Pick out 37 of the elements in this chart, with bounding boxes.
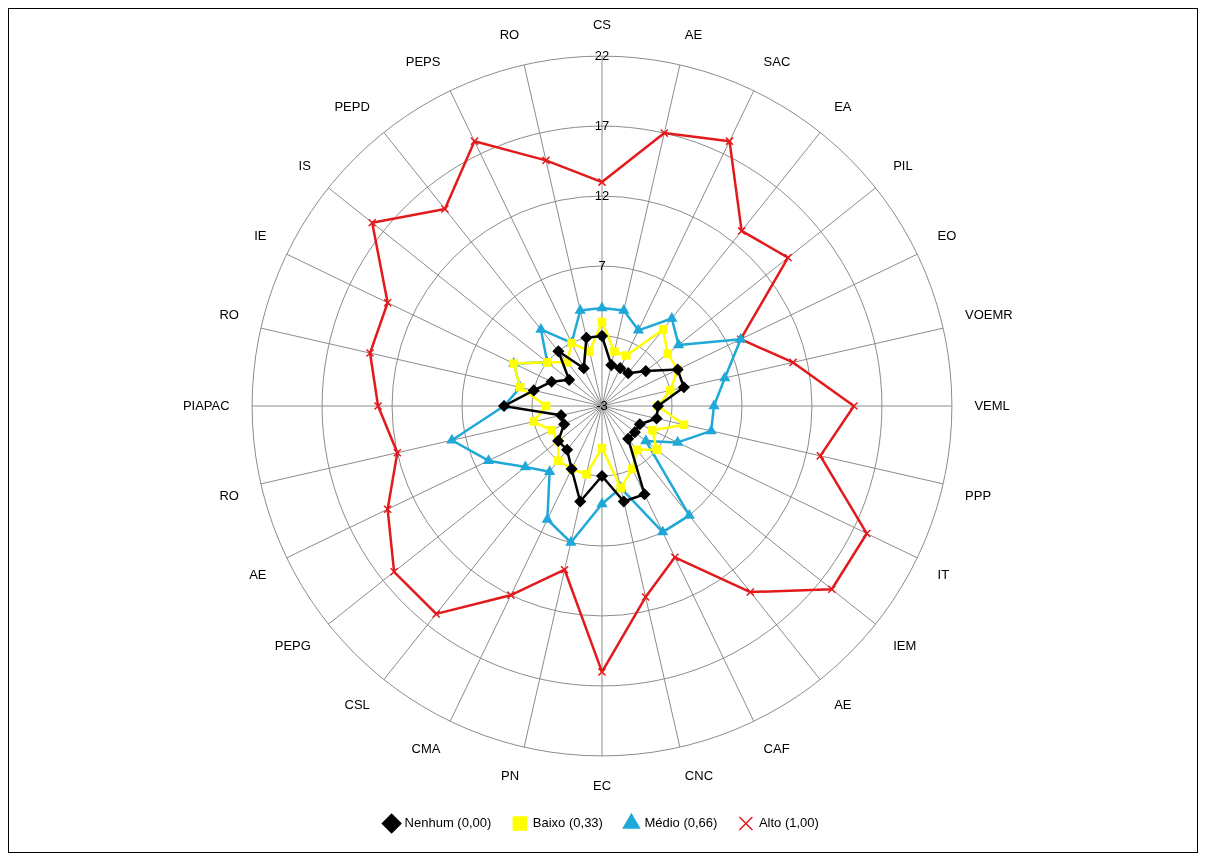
- spoke-label: CSL: [344, 696, 370, 712]
- spoke-label: AE: [834, 696, 852, 712]
- spoke-label: CMA: [411, 740, 441, 756]
- spoke-label: IEM: [893, 637, 917, 653]
- spoke-label: VOEMR: [965, 306, 1013, 322]
- spoke-label: VEML: [974, 397, 1010, 413]
- legend-label: Médio (0,66): [644, 815, 718, 831]
- spoke-label: PEPD: [334, 98, 370, 114]
- y-tick-label: 7: [598, 257, 606, 273]
- spoke-label: CS: [592, 17, 612, 33]
- spoke-label: PEPS: [405, 54, 441, 70]
- spoke-label: CAF: [763, 740, 790, 756]
- spoke-label: PPP: [965, 488, 992, 504]
- spoke-label: AE: [249, 566, 267, 582]
- spoke-label: AE: [684, 26, 703, 42]
- legend-label: Nenhum (0,00): [404, 815, 492, 831]
- y-tick-label: 22: [594, 47, 610, 63]
- spoke-label: EO: [937, 228, 957, 244]
- y-tick-label: 17: [594, 117, 610, 133]
- spoke-label: PEPG: [274, 637, 311, 653]
- y-tick-label: -3: [596, 397, 608, 413]
- spoke-label: RO: [219, 488, 239, 504]
- spoke-label: PIL: [893, 157, 913, 173]
- legend-label: Alto (1,00): [758, 815, 819, 831]
- spoke-label: IS: [298, 157, 312, 173]
- spoke-label: EA: [834, 98, 852, 114]
- y-tick-label: 12: [594, 187, 610, 203]
- spoke-label: EC: [592, 777, 612, 793]
- spoke-label: IE: [254, 228, 267, 244]
- spoke-label: CNC: [684, 768, 714, 784]
- spoke-label: RO: [219, 306, 239, 322]
- spoke-label: PN: [501, 768, 520, 784]
- spoke-label: SAC: [763, 54, 791, 70]
- spoke-label: RO: [499, 26, 520, 42]
- spoke-label: PIAPAC: [182, 397, 230, 413]
- legend-label: Baixo (0,33): [532, 815, 603, 831]
- spoke-label: IT: [937, 566, 950, 582]
